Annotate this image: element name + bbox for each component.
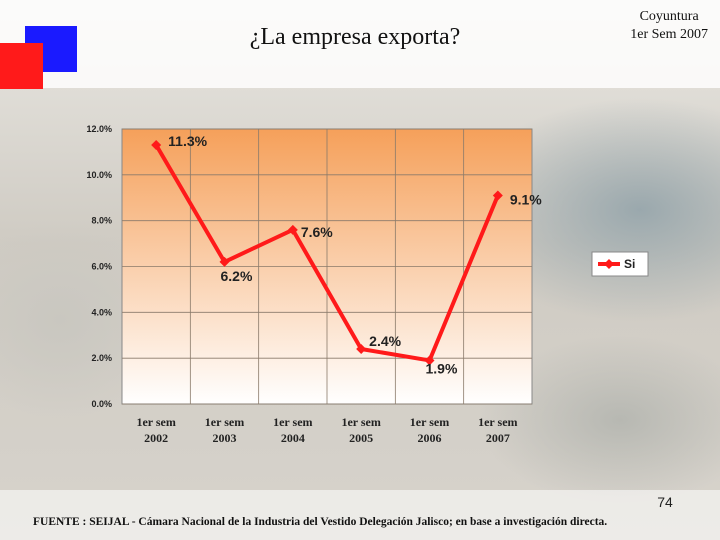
data-label: 7.6% <box>301 224 333 240</box>
x-tick-label-line2: 2006 <box>418 431 442 445</box>
data-point <box>492 190 503 201</box>
legend-label: Si <box>624 257 635 271</box>
legend: Si <box>591 251 649 277</box>
y-tick-label: 6.0% <box>91 262 112 272</box>
source-note: FUENTE : SEIJAL - Cámara Nacional de la … <box>33 516 608 528</box>
data-label: 9.1% <box>510 191 542 207</box>
y-axis-ticks: 0.0% 2.0% 4.0% 6.0% 8.0% 10.0% 12.0% <box>86 124 112 409</box>
logo-red-square <box>0 43 43 89</box>
x-tick-label-line1: 1er sem <box>273 415 312 429</box>
y-tick-label: 8.0% <box>91 216 112 226</box>
footer-band <box>0 490 720 540</box>
y-tick-label: 0.0% <box>91 399 112 409</box>
data-label: 6.2% <box>221 268 253 284</box>
x-tick-label-line1: 1er sem <box>205 415 244 429</box>
data-label: 11.3% <box>168 133 207 149</box>
x-tick-label-line1: 1er sem <box>136 415 175 429</box>
header-band <box>0 0 720 88</box>
x-tick-label-line1: 1er sem <box>478 415 517 429</box>
series-line <box>154 144 500 363</box>
x-tick-label-line2: 2002 <box>144 431 168 445</box>
corner-caption: Coyuntura 1er Sem 2007 <box>630 8 708 44</box>
y-tick-label: 4.0% <box>91 307 112 317</box>
legend-swatch-marker <box>604 259 614 269</box>
data-label: 2.4% <box>369 333 401 349</box>
y-tick-label: 12.0% <box>86 124 112 134</box>
x-axis-ticks: 1er sem 2002 1er sem 2003 1er sem 2004 1er sem… <box>136 415 517 445</box>
data-point <box>424 355 435 366</box>
y-tick-label: 10.0% <box>86 170 112 180</box>
data-point <box>356 344 367 354</box>
series-si <box>151 140 503 366</box>
data-labels: 11.3% 6.2% 7.6% 2.4% 1.9% 9.1% <box>168 133 542 376</box>
x-tick-label-line2: 2005 <box>349 431 373 445</box>
slide-title: ¿La empresa exporta? <box>249 24 461 50</box>
x-tick-label-line1: 1er sem <box>410 415 449 429</box>
x-tick-label-line2: 2004 <box>281 431 305 445</box>
data-point <box>151 140 162 151</box>
x-tick-label-line2: 2003 <box>213 431 237 445</box>
y-tick-label: 2.0% <box>91 353 112 363</box>
corner-line-1: Coyuntura <box>639 9 699 24</box>
corner-line-2: 1er Sem 2007 <box>630 27 708 42</box>
gridlines <box>122 128 532 405</box>
data-label: 1.9% <box>426 360 458 376</box>
data-point <box>287 224 298 235</box>
x-tick-label-line1: 1er sem <box>341 415 380 429</box>
page-number: 74 <box>657 494 673 510</box>
x-tick-label-line2: 2007 <box>486 431 510 445</box>
data-point <box>219 256 230 267</box>
